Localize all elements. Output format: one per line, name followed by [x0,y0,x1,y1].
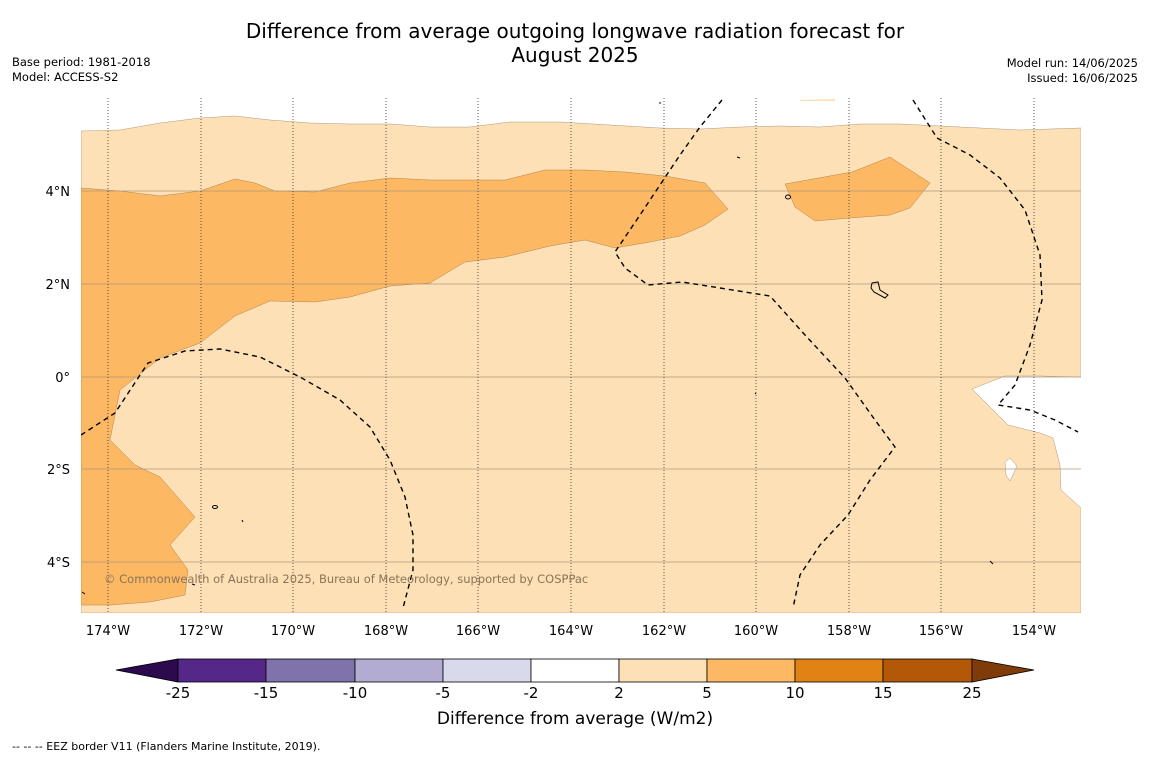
lat-label: 0° [55,371,70,386]
longitude-labels: 174°W 172°W 170°W 168°W 166°W 164°W 162°… [86,624,1056,639]
lon-label: 164°W [549,624,593,639]
neutral-patch [1004,457,1018,482]
lon-label: 162°W [642,624,686,639]
anomaly-5-to-10-patch [784,156,931,222]
lon-label: 158°W [827,624,871,639]
lat-label: 2°S [47,463,70,478]
colorbar-segment [706,658,796,683]
colorbar-tick: 5 [702,684,712,702]
colorbar-segment [882,658,973,683]
colorbar-tick: -5 [436,684,451,702]
eez-footnote: -- -- -- EEZ border V11 (Flanders Marine… [12,740,321,753]
lat-label: 2°N [46,278,71,293]
colorbar-min-arrow [115,658,179,683]
lon-label: 166°W [456,624,500,639]
meta-right: Model run: 14/06/2025 Issued: 16/06/2025 [1007,56,1138,86]
lon-label: 174°W [86,624,130,639]
colorbar-segment [354,658,444,683]
colorbar-segment [265,658,356,683]
colorbar-ticks: -25 -15 -10 -5 -2 2 5 10 15 25 [166,684,982,702]
colorbar-label: Difference from average (W/m2) [436,709,714,729]
islands [81,102,994,595]
lat-label: 4°S [47,556,70,571]
colorbar-segment [618,658,708,683]
colorbar-tick: -2 [524,684,539,702]
colorbar-tick: 15 [873,684,892,702]
base-period: Base period: 1981-2018 [12,55,151,69]
colorbar-max-arrow [971,658,1035,683]
anomaly-5-to-10-band [81,169,729,606]
anomaly-2-to-5-patch [800,99,835,101]
lon-label: 168°W [364,624,408,639]
colorbar-tick: -10 [343,684,368,702]
colorbar-tick: -15 [254,684,279,702]
map-area [81,98,1081,613]
model-name: Model: ACCESS-S2 [12,70,119,84]
colorbar-tick: 10 [785,684,804,702]
colorbar-segment [442,658,532,683]
title-line-2: August 2025 [511,43,639,67]
latitude-labels: 4°N 2°N 0° 2°S 4°S [46,185,71,571]
eez-borders [81,99,1079,609]
lon-label: 172°W [179,624,223,639]
colorbar [115,658,1035,683]
lat-label: 4°N [46,185,71,200]
colorbar-segment [177,658,267,683]
lon-label: 154°W [1012,624,1056,639]
colorbar-tick: 25 [962,684,981,702]
map-title: Difference from average outgoing longwav… [0,19,1150,67]
copyright-text: © Commonwealth of Australia 2025, Bureau… [104,572,588,586]
lon-label: 160°W [734,624,778,639]
model-run: Model run: 14/06/2025 [1006,56,1138,70]
title-line-1: Difference from average outgoing longwav… [245,19,905,43]
colorbar-tick: 2 [614,684,624,702]
colorbar-segment [530,658,620,683]
meta-left: Base period: 1981-2018 Model: ACCESS-S2 [12,55,151,85]
latitude-gridlines [81,190,1081,563]
colorbar-tick: -25 [166,684,191,702]
lon-label: 170°W [271,624,315,639]
lon-label: 156°W [919,624,963,639]
issued-date: Issued: 16/06/2025 [1027,71,1138,85]
colorbar-segment [794,658,884,683]
longitude-gridlines [107,98,1035,613]
